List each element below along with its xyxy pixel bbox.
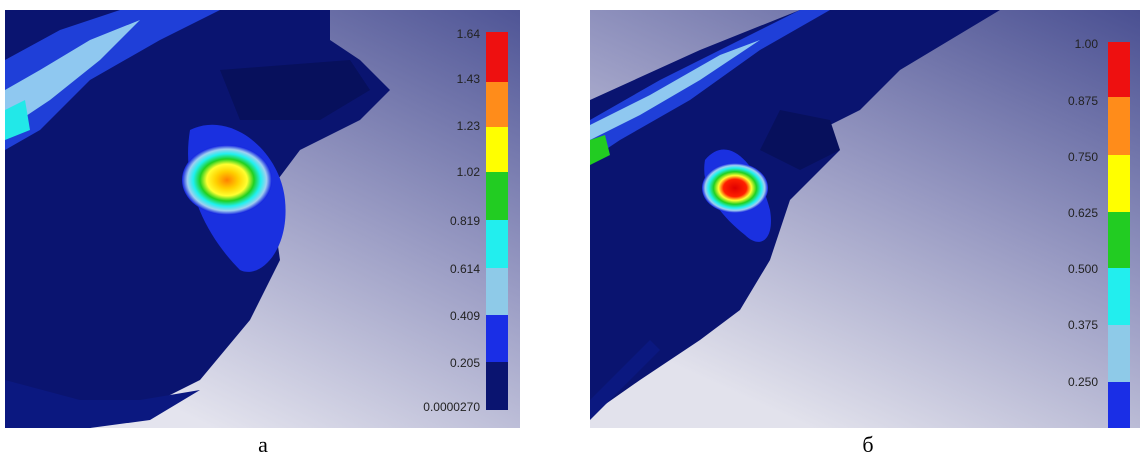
color-band (486, 32, 508, 82)
legend-label: 1.00 (1075, 37, 1099, 51)
panel-a: 1.64 1.43 1.23 1.02 0.819 0.614 0.409 0.205 0.00… (5, 10, 520, 457)
legend-label: 1.43 (457, 72, 481, 86)
color-band (1108, 97, 1130, 155)
color-band (1108, 382, 1130, 428)
color-band (486, 220, 508, 268)
legend-label: 0.500 (1068, 262, 1098, 276)
color-band (1108, 155, 1130, 212)
hot-spot (702, 163, 768, 213)
legend-label: 0.0000270 (423, 400, 480, 414)
legend-label: 0.375 (1068, 318, 1098, 332)
color-bar (486, 32, 508, 410)
legend-label: 0.750 (1068, 150, 1098, 164)
color-band (1108, 268, 1130, 325)
color-band (486, 172, 508, 220)
legend-label: 0.819 (450, 214, 480, 228)
legend-label: 1.23 (457, 119, 481, 133)
color-band (486, 127, 508, 172)
color-band (1108, 42, 1130, 97)
color-band (486, 82, 508, 127)
hot-spot (182, 145, 272, 215)
color-band (486, 268, 508, 315)
legend-label: 0.625 (1068, 206, 1098, 220)
legend-label: 1.02 (457, 165, 481, 179)
legend-label: 0.875 (1068, 94, 1098, 108)
caption: а (258, 432, 268, 457)
legend-label: 0.409 (450, 309, 480, 323)
legend-label: 0.614 (450, 262, 480, 276)
color-band (486, 362, 508, 410)
color-band (1108, 325, 1130, 382)
panel-b: 1.00 0.875 0.750 0.625 0.500 0.375 0.250 б (590, 10, 1140, 457)
legend-label: 0.250 (1068, 375, 1098, 389)
color-band (1108, 212, 1130, 268)
figure: 1.64 1.43 1.23 1.02 0.819 0.614 0.409 0.205 0.00… (0, 0, 1145, 457)
color-bar (1108, 42, 1130, 428)
legend-label: 1.64 (457, 27, 481, 41)
caption: б (862, 432, 873, 457)
legend-label: 0.205 (450, 356, 480, 370)
color-band (486, 315, 508, 362)
